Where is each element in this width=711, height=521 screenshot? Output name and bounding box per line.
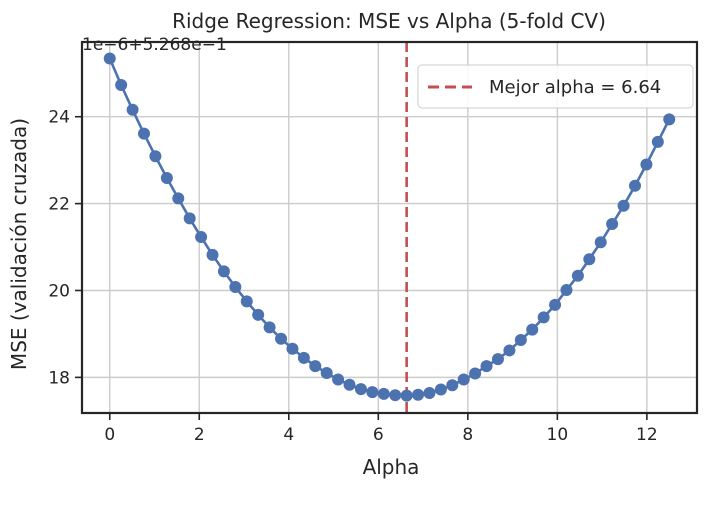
x-tick-label: 2 xyxy=(194,425,205,445)
data-point xyxy=(491,353,504,366)
data-point xyxy=(606,218,619,231)
data-point xyxy=(663,113,676,126)
data-point xyxy=(160,171,173,184)
data-point xyxy=(560,284,573,297)
x-tick-label: 8 xyxy=(462,425,473,445)
series-line xyxy=(108,57,671,397)
data-point xyxy=(446,379,459,392)
legend: Mejor alpha = 6.64 xyxy=(417,64,694,109)
legend-box xyxy=(417,64,694,109)
y-tick-label: 24 xyxy=(48,108,70,128)
data-point xyxy=(549,298,562,311)
data-point xyxy=(537,311,550,324)
plot-frame xyxy=(80,40,699,415)
y-axis-label: MSE (validación cruzada) xyxy=(7,118,31,370)
data-point xyxy=(594,236,607,249)
data-point xyxy=(297,351,310,364)
data-point xyxy=(275,332,288,345)
data-point xyxy=(183,212,196,225)
data-point xyxy=(412,388,425,401)
legend-label: Mejor alpha = 6.64 xyxy=(489,77,661,98)
data-point xyxy=(377,387,390,400)
data-point xyxy=(651,135,664,148)
data-point xyxy=(469,367,482,380)
data-point xyxy=(571,269,584,282)
data-point xyxy=(343,378,356,391)
data-point xyxy=(217,265,230,278)
data-point xyxy=(400,389,413,402)
x-tick-label: 6 xyxy=(373,425,384,445)
data-point xyxy=(206,248,219,261)
data-point xyxy=(320,367,333,380)
x-tick-label: 4 xyxy=(283,425,294,445)
data-point xyxy=(354,383,367,396)
data-point xyxy=(286,342,299,355)
data-point xyxy=(423,387,436,400)
data-point xyxy=(514,334,527,347)
data-point xyxy=(126,103,139,116)
data-point xyxy=(366,386,379,399)
y-tick-label: 18 xyxy=(48,368,70,388)
data-point xyxy=(629,179,642,192)
chart-title: Ridge Regression: MSE vs Alpha (5-fold C… xyxy=(172,9,606,33)
data-point xyxy=(195,231,208,244)
data-point xyxy=(172,192,185,205)
data-point xyxy=(103,52,116,65)
series-group xyxy=(103,52,676,402)
x-tick-label: 0 xyxy=(104,425,115,445)
data-point xyxy=(617,199,630,212)
data-point xyxy=(457,373,470,386)
data-point xyxy=(137,127,150,140)
data-point xyxy=(263,321,276,334)
y-tick-label: 20 xyxy=(48,281,70,301)
x-axis-label: Alpha xyxy=(363,455,420,479)
data-point xyxy=(389,389,402,402)
data-point xyxy=(480,360,493,373)
data-point xyxy=(252,308,265,321)
data-point xyxy=(503,344,516,357)
data-point xyxy=(640,158,653,171)
data-point xyxy=(115,79,128,92)
data-point xyxy=(309,360,322,373)
data-point xyxy=(583,253,596,266)
data-point xyxy=(229,281,242,294)
x-tick-label: 12 xyxy=(636,425,658,445)
data-point xyxy=(332,373,345,386)
x-tick-label: 10 xyxy=(547,425,569,445)
y-offset-label: 1e−6+5.268e−1 xyxy=(82,35,227,55)
data-point xyxy=(240,295,253,308)
data-point xyxy=(149,150,162,163)
data-point xyxy=(434,383,447,396)
y-tick-label: 22 xyxy=(48,195,70,215)
data-point xyxy=(526,323,539,336)
